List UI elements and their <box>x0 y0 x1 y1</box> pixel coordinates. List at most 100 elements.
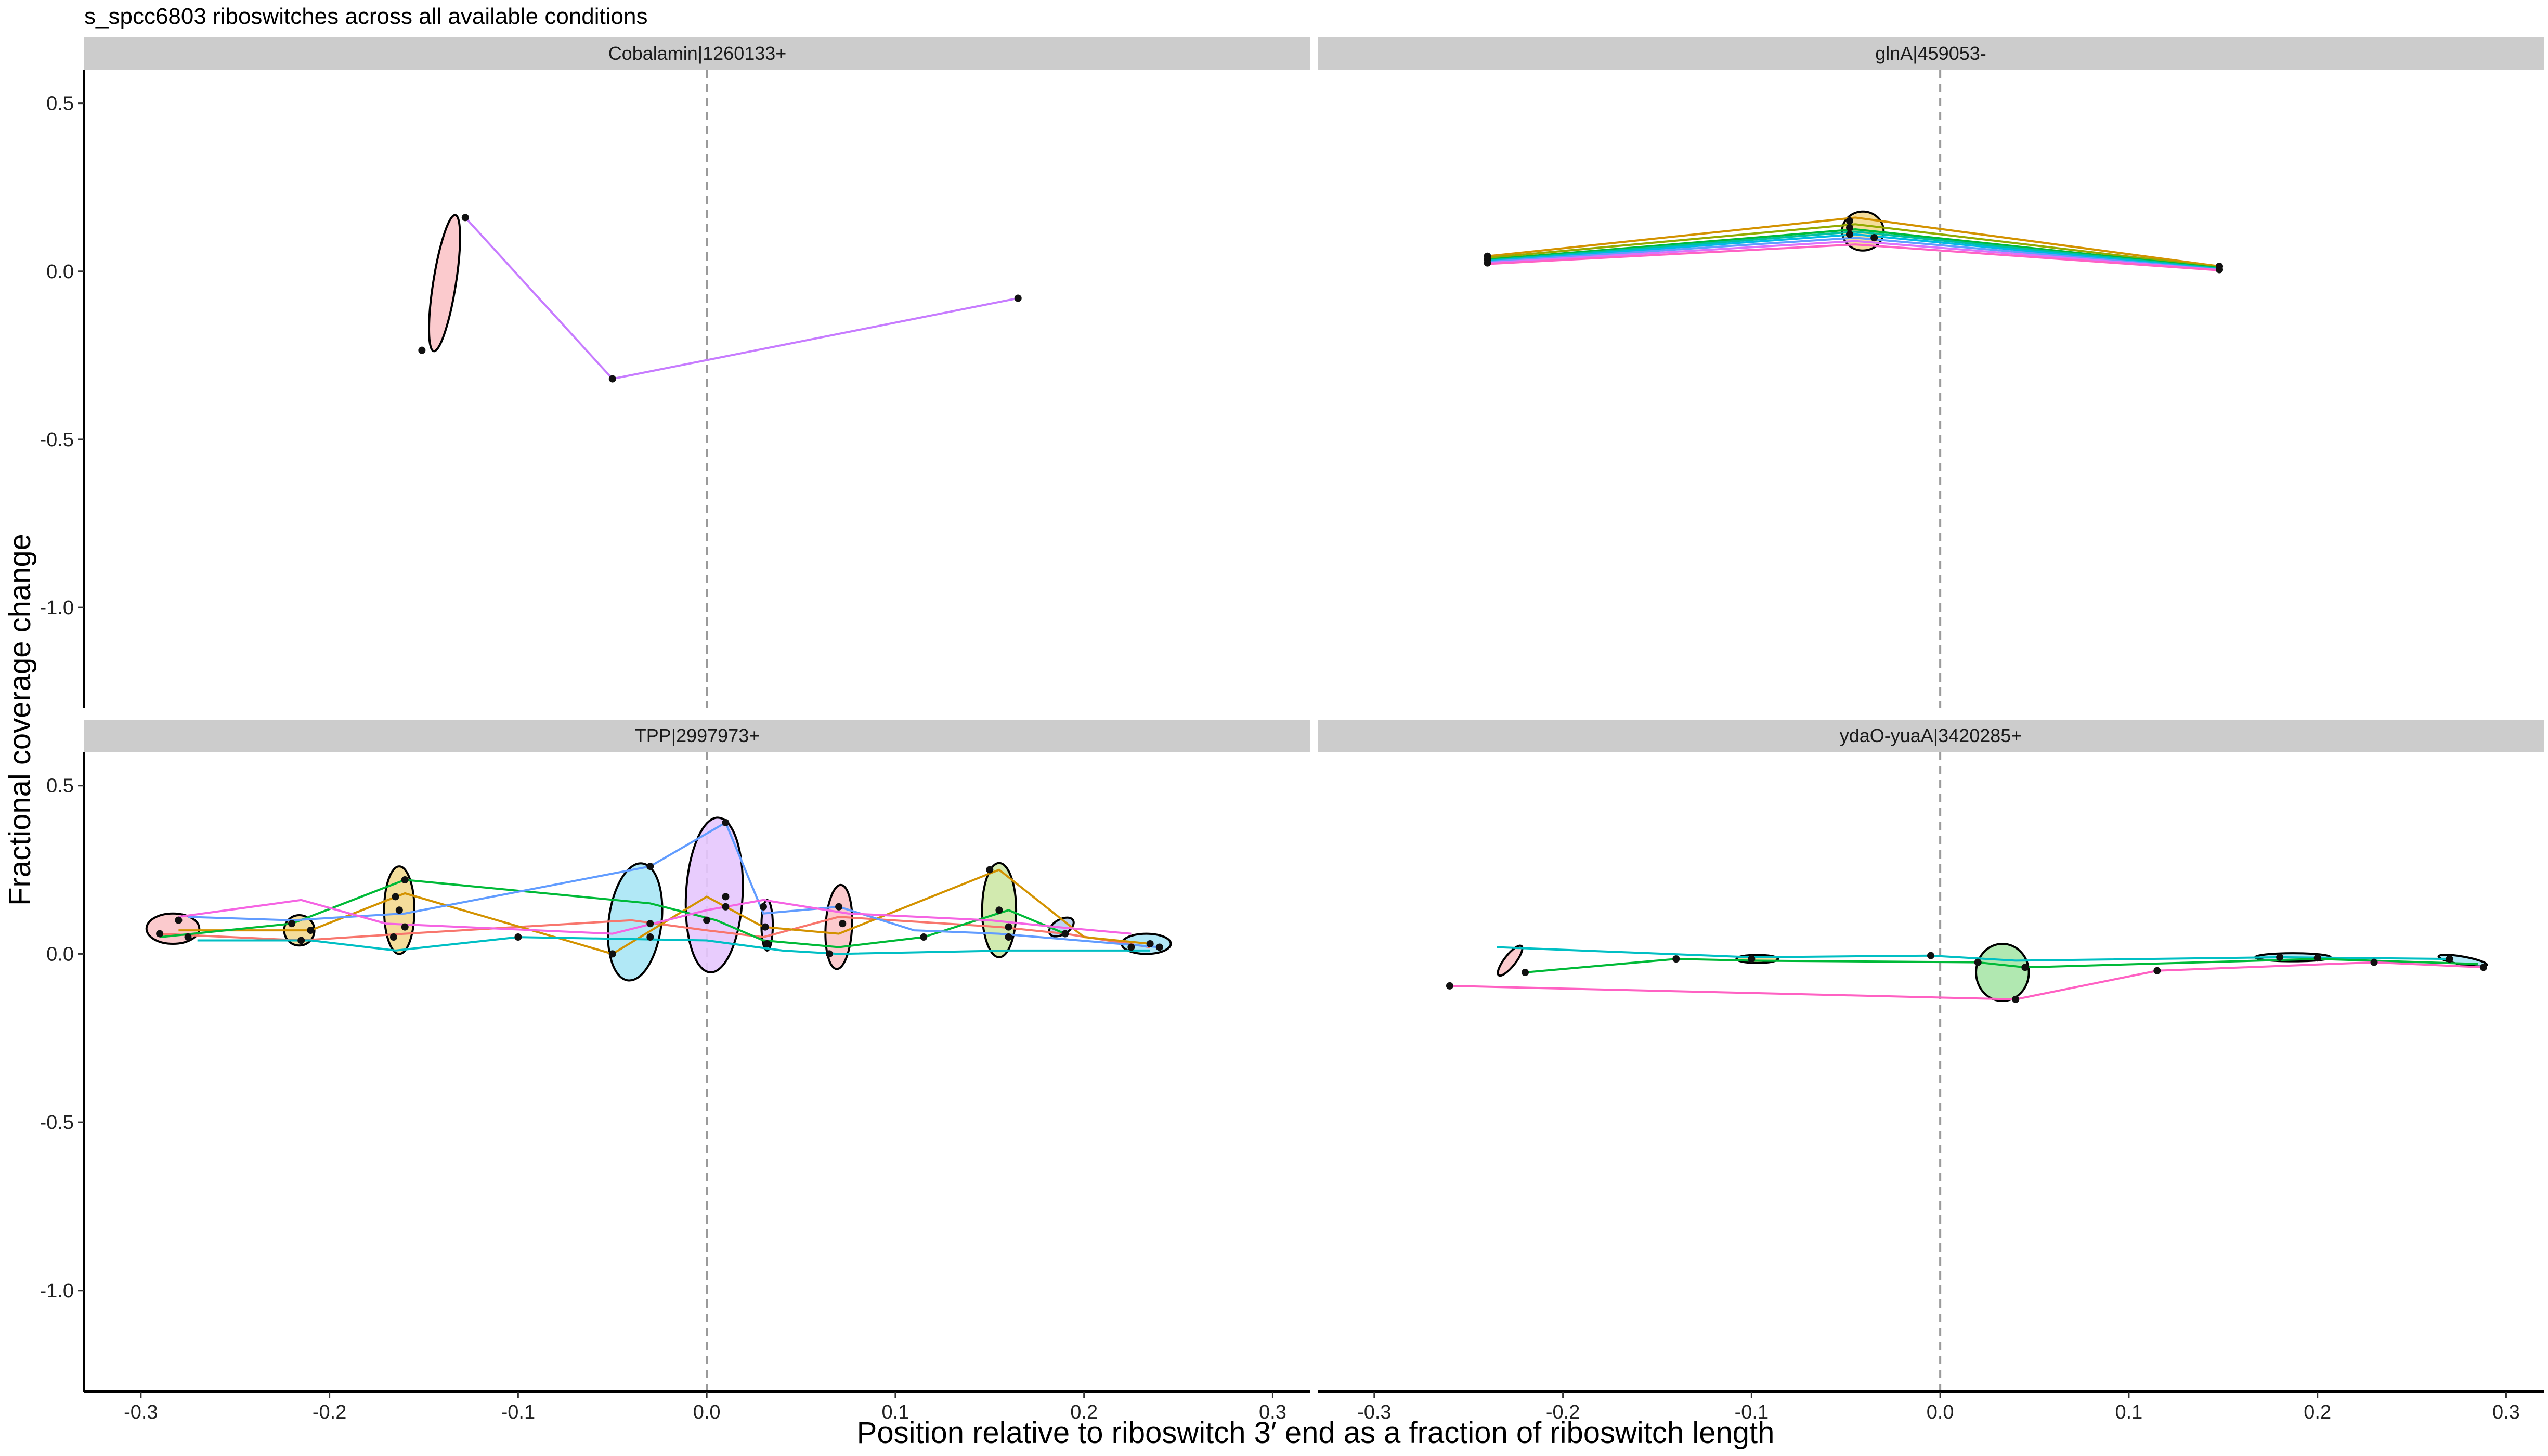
facet-panel-2: glnA|459053- <box>1318 37 2544 708</box>
data-point <box>839 920 847 928</box>
x-tick-label: -0.3 <box>124 1401 158 1423</box>
data-point <box>401 923 409 931</box>
data-point <box>825 950 833 958</box>
x-tick-label: -0.2 <box>313 1401 346 1423</box>
data-point <box>995 906 1003 914</box>
data-point <box>307 927 315 934</box>
series-line <box>1487 233 2220 270</box>
group-ellipse <box>428 214 461 353</box>
y-tick-label: 0.0 <box>46 943 74 965</box>
facet-strip <box>1318 720 2544 752</box>
facet-strip <box>84 720 1310 752</box>
data-point <box>608 375 616 383</box>
data-point <box>1870 234 1878 242</box>
x-tick-label: 0.3 <box>1259 1401 1286 1423</box>
x-tick-label: -0.1 <box>1735 1401 1769 1423</box>
series-line <box>160 916 1150 948</box>
data-point <box>156 930 164 938</box>
data-point <box>1005 923 1012 931</box>
data-point <box>646 863 654 870</box>
data-point <box>646 920 654 928</box>
series-line <box>1487 243 2220 271</box>
data-point <box>1155 943 1163 951</box>
series-line <box>1487 230 2220 270</box>
data-point <box>2153 967 2161 974</box>
facet-strip-label: ydaO-yuaA|3420285+ <box>1840 725 2022 746</box>
data-point <box>175 916 183 924</box>
y-tick-label: -1.0 <box>40 1280 74 1302</box>
y-axis-label: Fractional coverage change <box>3 534 37 906</box>
series-line <box>1497 946 2450 962</box>
series-line <box>1487 228 2220 269</box>
x-tick-label: 0.3 <box>2492 1401 2520 1423</box>
data-point <box>986 866 994 874</box>
series-line <box>1487 240 2220 271</box>
series-line <box>159 878 1066 948</box>
data-point <box>2012 995 2020 1003</box>
series-line <box>1487 223 2220 268</box>
facet-panel-3: TPP|2997973+ 0.5 0.0 -0.5 -1.0 -0.3 -0.2 -0.1 0.… <box>40 720 1310 1423</box>
data-point <box>1127 943 1135 951</box>
data-point <box>2479 964 2487 971</box>
data-point <box>1484 259 1491 267</box>
data-point <box>722 903 730 911</box>
facet-panels: Cobalamin|1260133+ 0.5 0.0 -0.5 -1.0 glnA|459… <box>40 37 2544 1423</box>
y-tick-label: -1.0 <box>40 597 74 619</box>
facet-strip-label: Cobalamin|1260133+ <box>608 43 787 64</box>
data-point <box>2370 958 2378 966</box>
data-point <box>1014 294 1022 302</box>
x-tick-label: 0.2 <box>2304 1401 2331 1423</box>
facet-strip <box>1318 37 2544 70</box>
data-point <box>1672 955 1680 963</box>
data-point <box>703 916 711 924</box>
data-point <box>1146 940 1154 947</box>
data-point <box>761 923 769 931</box>
data-point <box>1846 230 1854 238</box>
x-tick-label: 0.2 <box>1070 1401 1098 1423</box>
y-tick-label: 0.5 <box>46 775 74 797</box>
group-ellipse <box>1497 944 1524 977</box>
data-point <box>418 346 426 354</box>
facet-panel-1: Cobalamin|1260133+ 0.5 0.0 -0.5 -1.0 <box>40 37 1310 708</box>
data-point <box>514 933 522 941</box>
x-tick-label: -0.1 <box>501 1401 535 1423</box>
data-point <box>2021 964 2029 971</box>
series-line <box>1487 216 2220 268</box>
data-point <box>2446 955 2453 963</box>
data-point <box>835 903 843 911</box>
data-point <box>1974 958 1982 966</box>
y-tick-label: 0.0 <box>46 261 74 283</box>
data-point <box>1846 217 1854 225</box>
facet-strip <box>84 37 1310 70</box>
data-point <box>1005 933 1012 941</box>
data-point <box>1748 955 1756 963</box>
data-point <box>2276 953 2284 961</box>
data-point <box>1522 969 1529 977</box>
data-point <box>395 906 403 914</box>
facet-panel-4: ydaO-yuaA|3420285+ -0.3 -0.2 -0.1 0.0 0.1 0.2 0… <box>1318 720 2544 1423</box>
data-point <box>722 818 730 826</box>
chart-title: s_spcc6803 riboswitches across all avail… <box>84 4 647 29</box>
group-ellipse <box>145 912 201 945</box>
data-point <box>1846 224 1854 231</box>
data-point <box>461 214 469 222</box>
facet-strip-label: glnA|459053- <box>1875 43 1986 64</box>
data-point <box>2216 266 2224 274</box>
x-tick-label: 0.1 <box>881 1401 909 1423</box>
series-line <box>188 821 1160 948</box>
group-ellipse <box>1975 943 2030 1003</box>
data-point <box>184 933 192 941</box>
data-point <box>763 940 771 947</box>
data-point <box>646 933 654 941</box>
x-tick-label: 0.0 <box>693 1401 721 1423</box>
x-axis-label: Position relative to riboswitch 3′ end a… <box>857 1416 1775 1450</box>
data-point <box>759 903 767 911</box>
series-line <box>178 868 1150 955</box>
x-tick-label: 0.1 <box>2115 1401 2142 1423</box>
facet-strip-label: TPP|2997973+ <box>635 725 760 746</box>
x-tick-label: -0.2 <box>1546 1401 1580 1423</box>
x-tick-label: 0.0 <box>1927 1401 1954 1423</box>
data-point <box>392 893 399 901</box>
data-point <box>389 933 397 941</box>
